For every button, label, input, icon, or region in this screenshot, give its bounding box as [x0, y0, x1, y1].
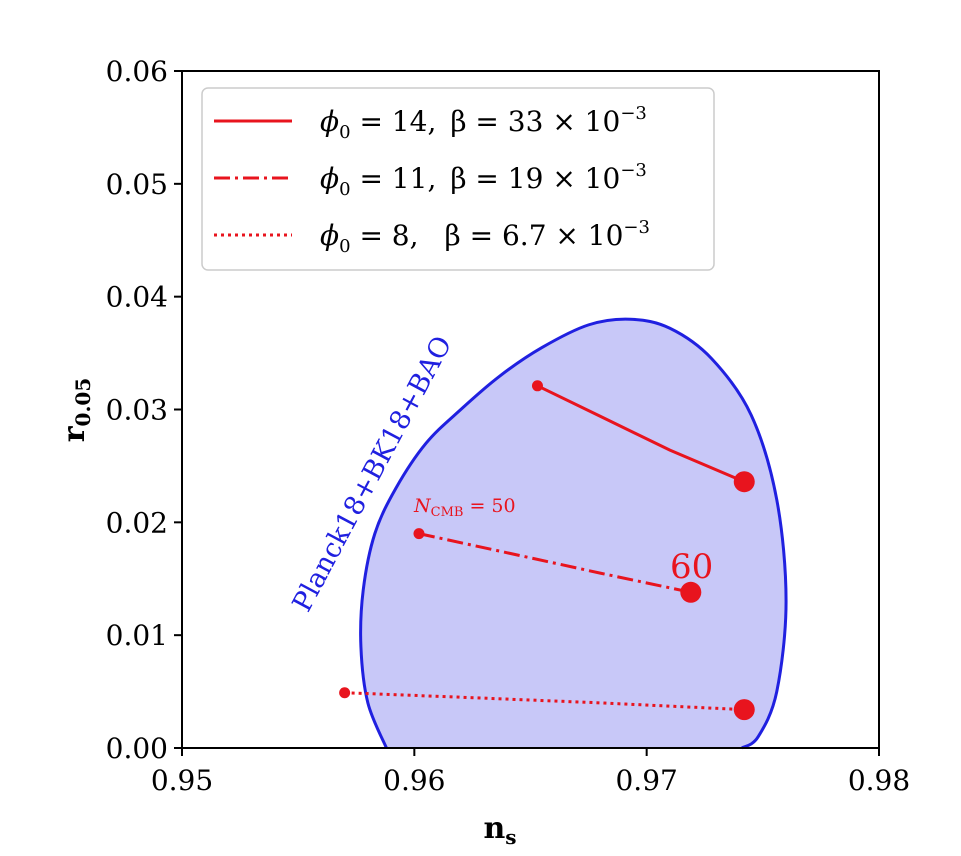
series-1-end-point	[734, 471, 755, 492]
x-tick-label: 0.98	[848, 764, 910, 797]
y-tick-label: 0.05	[106, 168, 168, 201]
legend-entry-1: ϕ0 = 14, β = 33 × 10−3	[320, 103, 647, 143]
n-60-annotation: 60	[670, 547, 713, 587]
x-tick-label: 0.95	[151, 764, 213, 797]
series-2-start-point	[413, 528, 424, 539]
y-tick-label: 0.00	[106, 732, 168, 765]
y-tick-label: 0.03	[106, 394, 168, 427]
y-tick-label: 0.04	[106, 281, 168, 314]
x-tick-label: 0.97	[615, 764, 677, 797]
n-cmb-annotation: NCMB = 50	[413, 495, 516, 520]
series-1-start-point	[532, 380, 543, 391]
y-tick-label: 0.06	[106, 55, 168, 88]
x-tick-label: 0.96	[383, 764, 445, 797]
legend-entry-2: ϕ0 = 11, β = 19 × 10−3	[320, 160, 647, 200]
series-3-end-point	[734, 699, 755, 720]
y-tick-label: 0.01	[106, 619, 168, 652]
series-3-start-point	[339, 687, 350, 698]
legend: ϕ0 = 14, β = 33 × 10−3 ϕ0 = 11, β = 19 × 1…	[202, 88, 714, 270]
legend-entry-3: ϕ0 = 8, β = 6.7 × 10−3	[320, 217, 650, 257]
y-tick-label: 0.02	[106, 506, 168, 539]
